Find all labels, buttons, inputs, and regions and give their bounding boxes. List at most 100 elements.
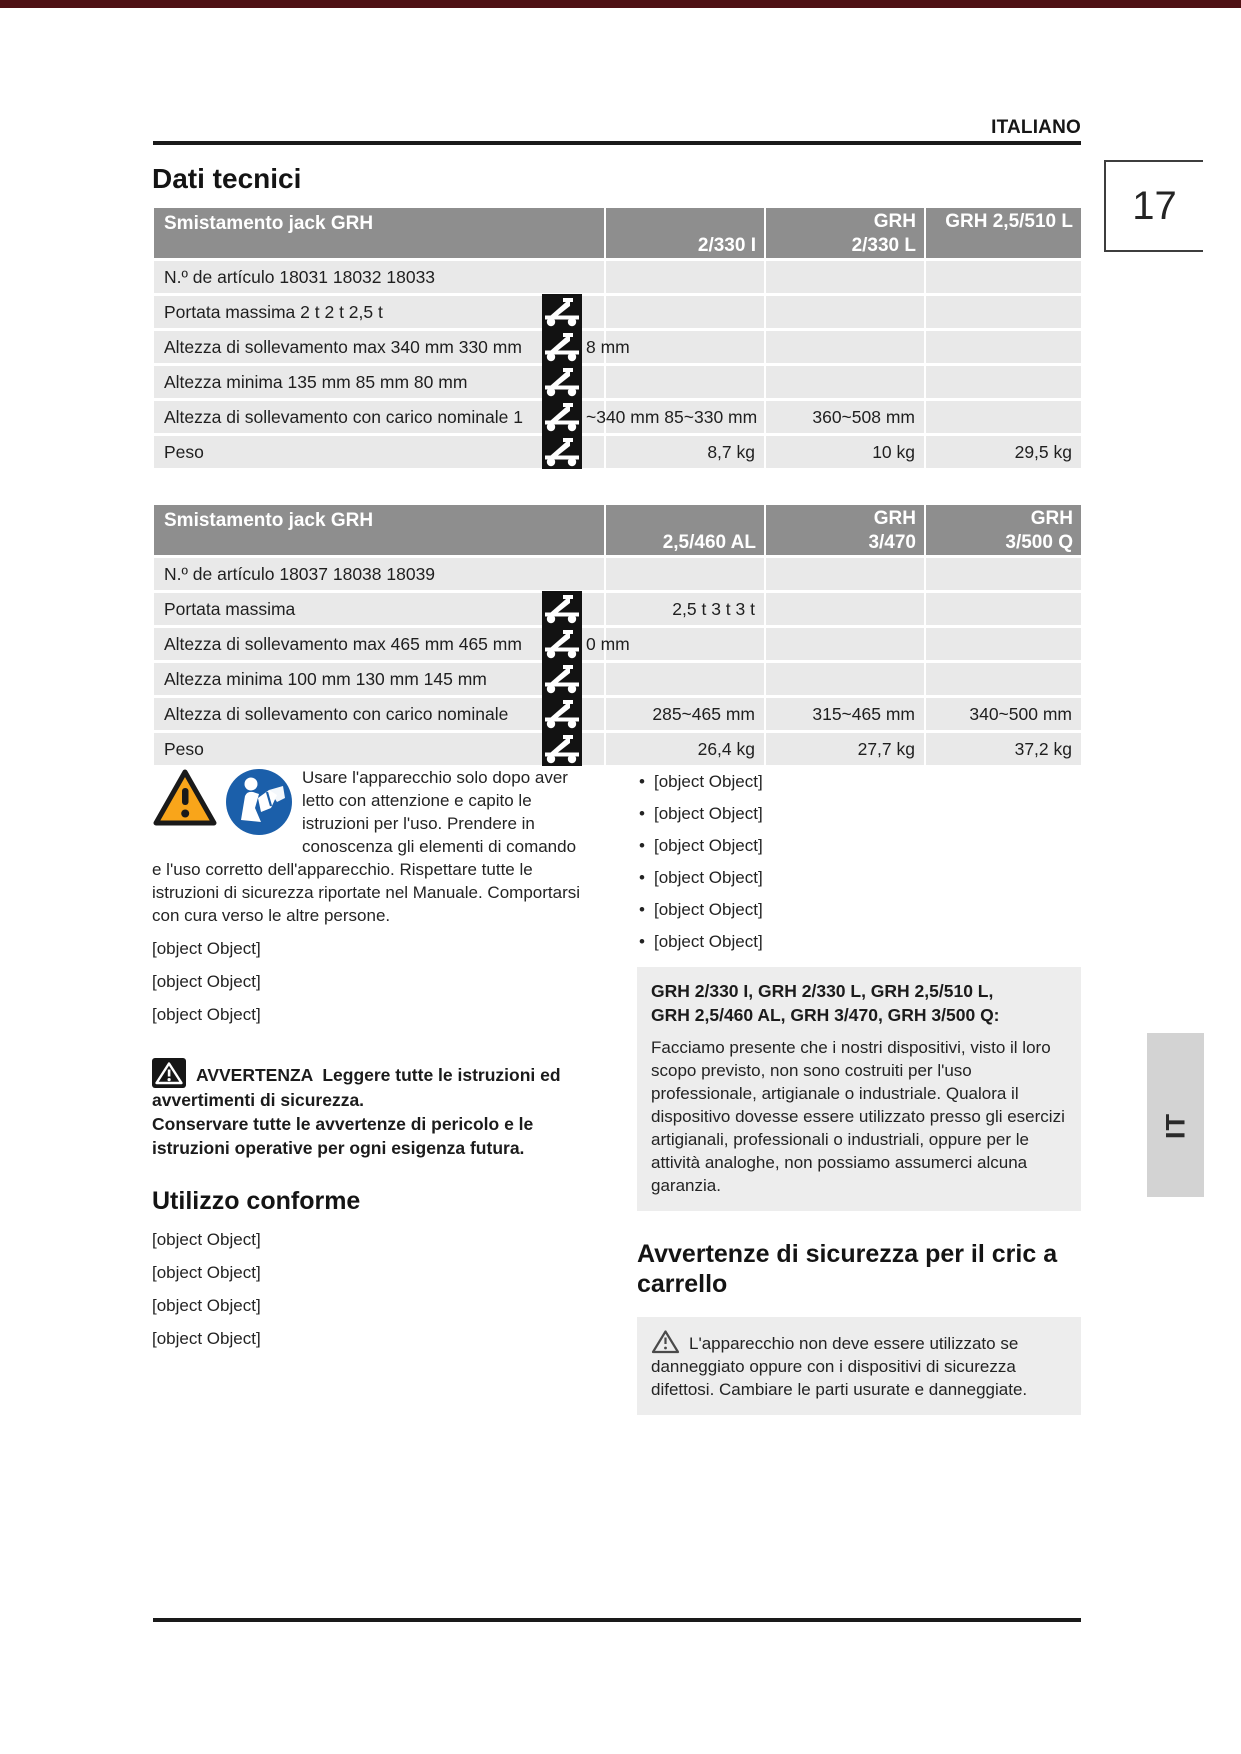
spec-value-cell <box>606 628 764 660</box>
warning-title: AVVERTENZA <box>196 1065 314 1085</box>
read-manual-icon <box>225 768 293 842</box>
jack-capacity-icon <box>542 591 582 626</box>
jack-max-height-icon <box>542 329 582 364</box>
spec-value: 360~508 mm <box>812 406 915 427</box>
warning-line1: Leggere tutte le istruzioni ed avvertime… <box>152 1065 561 1110</box>
page-number-box: 17 <box>1104 160 1203 252</box>
jack-weight-icon <box>542 434 582 469</box>
spec-value-cell: 315~465 mm <box>766 698 924 730</box>
spec-label-cell: Altezza minima 100 mm 130 mm 145 mm <box>154 661 604 696</box>
damage-warning-text: L'apparecchio non deve essere utilizzato… <box>651 1334 1028 1399</box>
spec-value: 8,7 kg <box>707 441 755 462</box>
models-notice-body: Facciamo presente che i nostri dispositi… <box>651 1038 1065 1195</box>
body-paragraph: [object Object] <box>152 1296 261 1315</box>
spec-value: 2,5 t 3 t 3 t <box>672 598 755 619</box>
spec-value-cell <box>926 331 1081 363</box>
language-label: ITALIANO <box>991 117 1081 138</box>
spec-value-cell <box>606 366 764 398</box>
spec-label-cell: Altezza di sollevamento max 465 mm 465 m… <box>154 626 630 661</box>
models-notice-title: GRH 2/330 I, GRH 2/330 L, GRH 2,5/510 L,… <box>651 981 1000 1025</box>
spec-label: Altezza minima 135 mm 85 mm 80 mm <box>164 371 468 392</box>
spec-label-overflow: 8 mm <box>586 336 630 357</box>
page-top-strip <box>0 0 1241 8</box>
spec-label: Altezza di sollevamento con carico nomin… <box>164 406 523 427</box>
body-paragraph: [object Object] <box>152 972 261 991</box>
spec-value-cell: 340~500 mm <box>926 698 1081 730</box>
language-side-tab: IT <box>1147 1033 1204 1197</box>
spec-value-cell <box>606 296 764 328</box>
header-rule <box>153 141 1081 145</box>
spec-value: 27,7 kg <box>857 738 915 759</box>
spec-value-cell: 37,2 kg <box>926 733 1081 765</box>
list-item: [object Object] <box>637 866 1081 889</box>
spec-label: Peso <box>164 441 204 462</box>
list-item: [object Object] <box>637 834 1081 857</box>
table-column-header: GRH 2/330 L <box>766 208 924 258</box>
spec-value-cell: 360~508 mm <box>766 401 924 433</box>
spec-table-grh-2: Smistamento jack GRH 2,5/460 AL GRH 3/47… <box>154 505 1081 766</box>
body-paragraph: [object Object] <box>152 1263 261 1282</box>
spec-value: 340~500 mm <box>969 703 1072 724</box>
section-title-avvertenze-cric: Avvertenze di sicurezza per il cric a ca… <box>637 1240 1058 1298</box>
spec-value-cell <box>766 331 924 363</box>
restricted-use-list: [object Object] [object Object] [object Ob… <box>637 770 1081 953</box>
spec-value: 26,4 kg <box>697 738 755 759</box>
spec-label-cell: Altezza di sollevamento con carico nomin… <box>154 696 604 731</box>
spec-label-cell: Altezza di sollevamento max 340 mm 330 m… <box>154 329 630 364</box>
intro-paragraph: Usare l'apparecchio solo dopo aver letto… <box>152 766 580 927</box>
warning-line2: Conservare tutte le avvertenze di perico… <box>152 1114 534 1158</box>
spec-label-cell: N.º de artículo 18037 18038 18039 <box>154 558 604 590</box>
jack-lift-range-icon <box>542 696 582 731</box>
spec-label-cell: N.º de artículo 18031 18032 18033 <box>154 261 604 293</box>
spec-value-cell: 10 kg <box>766 436 924 468</box>
spec-label: Altezza di sollevamento max 340 mm 330 m… <box>164 336 522 357</box>
spec-value-cell <box>766 366 924 398</box>
spec-label-cell: Altezza minima 135 mm 85 mm 80 mm <box>154 364 604 399</box>
jack-min-height-icon <box>542 661 582 696</box>
spec-value-cell <box>926 366 1081 398</box>
warning-triangle-outline-icon <box>651 1329 680 1354</box>
table-title-cell: Smistamento jack GRH <box>154 208 604 258</box>
spec-label-overflow: 0 mm <box>586 633 630 654</box>
spec-value-cell <box>606 401 764 433</box>
spec-table-grh-1: Smistamento jack GRH 2/330 I GRH 2/330 L… <box>154 208 1081 469</box>
spec-label-cell: Portata massima 2 t 2 t 2,5 t <box>154 294 604 329</box>
body-paragraph: [object Object] <box>152 939 261 958</box>
spec-value-cell <box>926 261 1081 293</box>
section-title-utilizzo-conforme: Utilizzo conforme <box>152 1187 361 1215</box>
right-column: [object Object] [object Object] [object Ob… <box>637 770 1081 1415</box>
spec-value-cell <box>606 663 764 695</box>
spec-value-cell <box>766 261 924 293</box>
jack-min-height-icon <box>542 364 582 399</box>
spec-label-cell: Peso <box>154 434 604 469</box>
jack-weight-icon <box>542 731 582 766</box>
damage-warning-box: L'apparecchio non deve essere utilizzato… <box>637 1317 1081 1415</box>
general-paragraphs: [object Object] [object Object] [object Ob… <box>152 937 580 1026</box>
table-column-header: 2/330 I <box>606 208 764 258</box>
spec-label: Altezza minima 100 mm 130 mm 145 mm <box>164 668 487 689</box>
spec-label: Altezza di sollevamento con carico nomin… <box>164 703 509 724</box>
spec-label-overflow: ~340 mm 85~330 mm <box>586 406 758 427</box>
spec-value-cell: 285~465 mm <box>606 698 764 730</box>
footer-rule <box>153 1618 1081 1622</box>
jack-lift-range-icon <box>542 399 582 434</box>
body-paragraph: [object Object] <box>152 1230 261 1249</box>
spec-value-cell: 2,5 t 3 t 3 t <box>606 593 764 625</box>
spec-value-cell <box>766 628 924 660</box>
spec-value-cell <box>926 663 1081 695</box>
left-column: Usare l'apparecchio solo dopo aver letto… <box>152 766 580 1350</box>
spec-value-cell <box>926 593 1081 625</box>
spec-label: Peso <box>164 738 204 759</box>
spec-value-cell <box>926 401 1081 433</box>
spec-value-cell <box>926 296 1081 328</box>
spec-value-cell: 26,4 kg <box>606 733 764 765</box>
spec-label: Portata massima 2 t 2 t 2,5 t <box>164 301 383 322</box>
spec-value-cell <box>766 558 924 590</box>
jack-max-height-icon <box>542 626 582 661</box>
spec-value-cell: 29,5 kg <box>926 436 1081 468</box>
table-column-header: GRH 3/470 <box>766 505 924 555</box>
spec-value-cell <box>606 261 764 293</box>
spec-value-cell <box>766 296 924 328</box>
spec-label-cell: Portata massima <box>154 591 604 626</box>
warning-square-icon <box>152 1058 186 1088</box>
